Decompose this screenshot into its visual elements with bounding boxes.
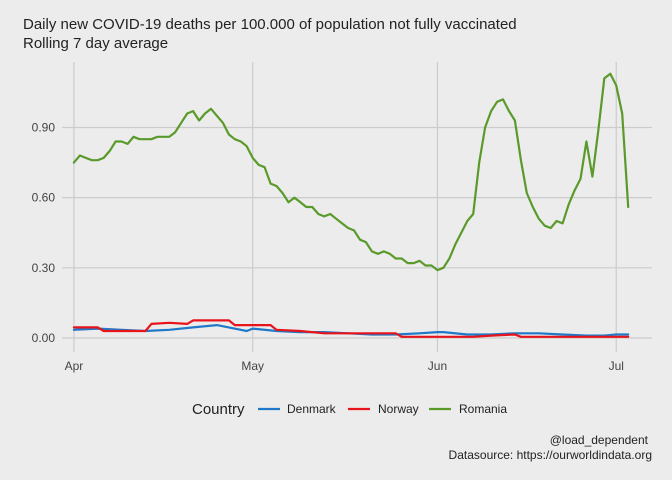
y-tick-label: 0.60 (32, 191, 56, 205)
series-line-norway (72, 319, 630, 338)
chart-subtitle: Rolling 7 day average (23, 35, 168, 52)
legend-label-romania: Romania (459, 402, 507, 416)
legend-label-denmark: Denmark (287, 402, 337, 416)
y-tick-labels: 0.00 0.30 0.60 0.90 (32, 120, 56, 344)
caption-source: Datasource: https://ourworldindata.org (449, 448, 652, 462)
y-tick-label: 0.90 (32, 120, 56, 134)
x-tick-label: Apr (65, 359, 84, 373)
x-tick-labels: Apr May Jun Jul (65, 359, 624, 373)
series-layer (72, 72, 630, 338)
series-line-romania (72, 72, 630, 272)
legend: Country Denmark Norway Romania (192, 401, 507, 418)
x-tick-label: Jul (609, 359, 624, 373)
x-tick-label: Jun (428, 359, 447, 373)
legend-label-norway: Norway (378, 402, 419, 416)
y-tick-label: 0.00 (32, 331, 56, 345)
y-gridlines (62, 126, 652, 339)
x-gridlines (73, 62, 617, 352)
caption-author: @load_dependent (550, 433, 649, 447)
chart-title: Daily new COVID-19 deaths per 100.000 of… (23, 16, 517, 33)
y-tick-label: 0.30 (32, 261, 56, 275)
x-tick-label: May (241, 359, 264, 373)
legend-items: Denmark Norway Romania (258, 402, 507, 416)
legend-title: Country (192, 401, 245, 418)
